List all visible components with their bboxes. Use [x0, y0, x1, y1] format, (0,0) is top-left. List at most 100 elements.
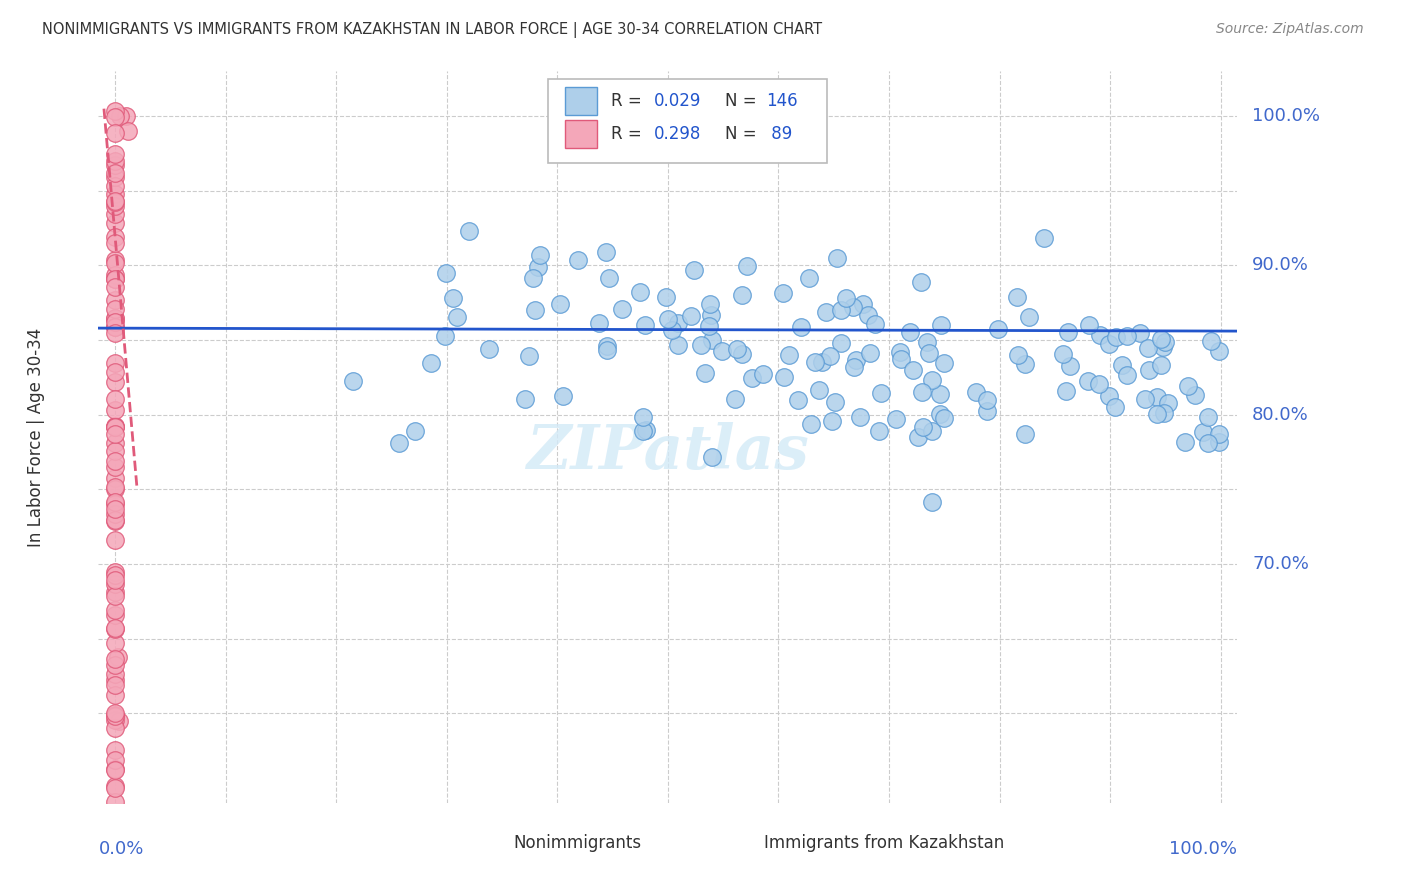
Point — [104, 166, 127, 180]
Point — [117, 124, 139, 138]
Point — [859, 346, 882, 360]
Point — [1090, 328, 1112, 343]
Point — [976, 403, 998, 417]
Point — [104, 657, 127, 672]
Text: 0.298: 0.298 — [654, 125, 702, 144]
Point — [921, 424, 943, 438]
Text: N =: N = — [725, 93, 762, 111]
Point — [104, 721, 127, 735]
Point — [433, 329, 456, 343]
Point — [830, 302, 852, 317]
Point — [1184, 388, 1206, 402]
Point — [628, 285, 651, 299]
Point — [842, 301, 865, 315]
Point — [730, 347, 752, 361]
Point — [932, 410, 955, 425]
Point — [1111, 358, 1133, 372]
Point — [821, 414, 844, 428]
Point — [104, 110, 127, 124]
Bar — [565, 120, 598, 148]
Text: 100.0%: 100.0% — [1170, 840, 1237, 858]
Point — [104, 320, 127, 334]
Point — [596, 343, 619, 358]
Point — [104, 216, 127, 230]
Point — [741, 370, 763, 384]
Point — [515, 392, 537, 406]
Point — [104, 147, 127, 161]
Point — [1157, 396, 1180, 410]
Point — [446, 310, 468, 325]
Point — [551, 389, 574, 403]
Point — [929, 407, 952, 421]
Point — [104, 471, 127, 485]
Point — [1033, 231, 1056, 245]
Text: Nonimmigrants: Nonimmigrants — [513, 834, 641, 852]
Point — [104, 673, 127, 688]
Point — [1005, 290, 1028, 304]
Point — [1087, 376, 1109, 391]
Point — [104, 426, 127, 441]
Point — [657, 312, 679, 326]
Point — [699, 297, 721, 311]
Point — [104, 514, 127, 528]
Point — [115, 109, 138, 123]
Point — [104, 666, 127, 681]
Text: R =: R = — [612, 93, 647, 111]
Point — [1150, 358, 1173, 372]
Point — [420, 355, 443, 369]
Point — [588, 316, 610, 330]
Point — [810, 355, 832, 369]
Point — [702, 450, 724, 465]
Point — [104, 392, 127, 406]
Point — [104, 816, 127, 830]
Point — [104, 365, 127, 379]
Point — [907, 430, 929, 444]
Point — [104, 402, 127, 417]
Point — [800, 417, 823, 431]
Point — [898, 325, 921, 339]
Point — [735, 259, 758, 273]
Point — [104, 708, 127, 723]
Point — [104, 293, 127, 308]
Point — [693, 366, 716, 380]
Point — [852, 297, 875, 311]
Point — [700, 308, 723, 322]
Point — [929, 318, 952, 332]
Text: 80.0%: 80.0% — [1253, 406, 1309, 424]
Point — [104, 207, 127, 221]
Point — [598, 271, 620, 285]
Bar — [725, 830, 749, 856]
Point — [1146, 390, 1168, 404]
Point — [104, 507, 127, 521]
Point — [104, 497, 127, 511]
Point — [104, 678, 127, 692]
Point — [634, 318, 657, 333]
Point — [477, 342, 499, 356]
Point — [104, 636, 127, 650]
Text: Source: ZipAtlas.com: Source: ZipAtlas.com — [1216, 22, 1364, 37]
Point — [1208, 435, 1230, 450]
Point — [104, 253, 127, 268]
Text: 90.0%: 90.0% — [1253, 256, 1309, 275]
Point — [724, 392, 747, 406]
Point — [890, 351, 912, 366]
Point — [104, 271, 127, 285]
Point — [824, 395, 846, 409]
Point — [911, 385, 934, 400]
Point — [633, 424, 655, 438]
Point — [1078, 318, 1101, 332]
Point — [1137, 363, 1160, 377]
Point — [889, 344, 911, 359]
Point — [884, 412, 907, 426]
FancyBboxPatch shape — [548, 78, 827, 163]
Text: NONIMMIGRANTS VS IMMIGRANTS FROM KAZAKHSTAN IN LABOR FORCE | AGE 30-34 CORRELATI: NONIMMIGRANTS VS IMMIGRANTS FROM KAZAKHS… — [42, 22, 823, 38]
Point — [1014, 427, 1036, 442]
Point — [104, 608, 127, 623]
Text: 89: 89 — [766, 125, 792, 144]
Point — [104, 513, 127, 527]
Point — [1115, 329, 1137, 343]
Point — [1056, 326, 1078, 340]
Point — [849, 409, 872, 424]
Point — [1150, 332, 1173, 346]
Point — [917, 345, 939, 359]
